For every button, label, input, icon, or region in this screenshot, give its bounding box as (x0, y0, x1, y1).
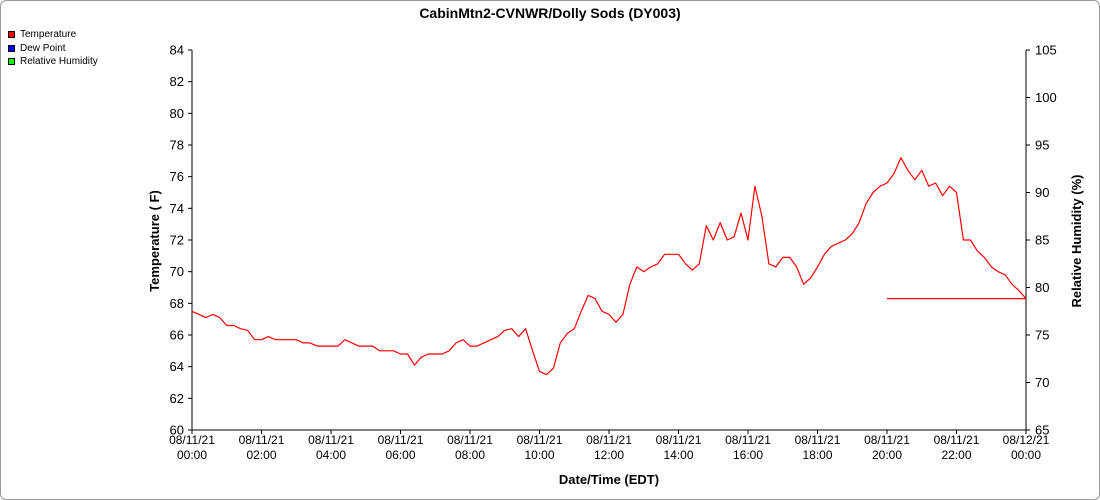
y2-tick-label: 100 (1035, 90, 1057, 105)
y-tick-label: 62 (170, 391, 184, 406)
y-tick-label: 84 (170, 43, 184, 58)
y-tick-label: 70 (170, 264, 184, 279)
y2-tick-label: 65 (1035, 423, 1049, 438)
x-tick-time-label: 18:00 (802, 448, 832, 462)
x-tick-time-label: 00:00 (1011, 448, 1041, 462)
legend-label-dew-point: Dew Point (20, 42, 66, 54)
x-tick-date-label: 08/11/21 (795, 433, 841, 447)
y2-tick-label: 75 (1035, 328, 1049, 343)
x-tick-date-label: 08/11/21 (308, 433, 354, 447)
y-tick-label: 78 (170, 138, 184, 153)
series-line-temperature (191, 157, 1027, 376)
x-tick-time-label: 04:00 (316, 448, 346, 462)
x-tick-time-label: 06:00 (385, 448, 415, 462)
x-tick-date-label: 08/11/21 (656, 433, 702, 447)
x-tick-time-label: 12:00 (594, 448, 624, 462)
legend-entry-dew-point[interactable]: Dew Point (8, 42, 98, 56)
legend-swatch-relative-humidity (8, 58, 15, 66)
y-tick-label: 66 (170, 328, 184, 343)
legend-label-relative-humidity: Relative Humidity (20, 56, 98, 68)
y-tick-label: 64 (170, 359, 184, 374)
x-tick-time-label: 20:00 (872, 448, 902, 462)
y-tick-label: 74 (170, 201, 184, 216)
y2-tick-label: 90 (1035, 185, 1049, 200)
y-tick-label: 68 (170, 296, 184, 311)
x-tick-date-label: 08/11/21 (586, 433, 632, 447)
x-tick-time-label: 22:00 (941, 448, 971, 462)
x-tick-date-label: 08/11/21 (934, 433, 980, 447)
y2-axis-label: Relative Humidity (%) (1069, 175, 1084, 308)
x-tick-time-label: 10:00 (524, 448, 554, 462)
x-tick-date-label: 08/11/21 (169, 433, 215, 447)
legend-swatch-dew-point (8, 44, 15, 52)
x-axis-label: Date/Time (EDT) (559, 472, 659, 487)
chart-title: CabinMtn2-CVNWR/Dolly Sods (DY003) (419, 5, 680, 21)
y-tick-label: 82 (170, 74, 184, 89)
x-tick-date-label: 08/11/21 (864, 433, 910, 447)
legend-entry-relative-humidity[interactable]: Relative Humidity (8, 55, 98, 69)
x-tick-date-label: 08/11/21 (447, 433, 493, 447)
x-tick-date-label: 08/12/21 (1003, 433, 1050, 447)
x-tick-time-label: 16:00 (733, 448, 763, 462)
x-tick-date-label: 08/11/21 (378, 433, 424, 447)
y-tick-label: 72 (170, 233, 184, 248)
y2-tick-label: 70 (1035, 375, 1049, 390)
legend-label-temperature: Temperature (20, 29, 77, 41)
y2-tick-label: 105 (1035, 43, 1057, 58)
y-axis-label: Temperature ( F) (147, 190, 162, 292)
x-tick-time-label: 00:00 (177, 448, 207, 462)
legend: Temperature Dew Point Relative Humidity (8, 28, 98, 69)
y2-tick-label: 95 (1035, 138, 1049, 153)
legend-swatch-temperature (8, 31, 15, 39)
x-tick-date-label: 08/11/21 (239, 433, 285, 447)
legend-entry-temperature[interactable]: Temperature (8, 28, 98, 42)
x-tick-time-label: 14:00 (663, 448, 693, 462)
y-tick-label: 60 (170, 423, 184, 438)
x-tick-time-label: 08:00 (455, 448, 485, 462)
y2-tick-label: 80 (1035, 280, 1049, 295)
x-tick-date-label: 08/11/21 (517, 433, 563, 447)
y-tick-label: 76 (170, 169, 184, 184)
x-tick-date-label: 08/11/21 (725, 433, 771, 447)
plot-area: 60 62 64 66 68 70 72 74 76 78 80 82 84 65 70 75 80 85 90 95… (169, 43, 1057, 463)
y2-tick-label: 85 (1035, 233, 1049, 248)
x-tick-time-label: 02:00 (246, 448, 276, 462)
y-tick-label: 80 (170, 106, 184, 121)
